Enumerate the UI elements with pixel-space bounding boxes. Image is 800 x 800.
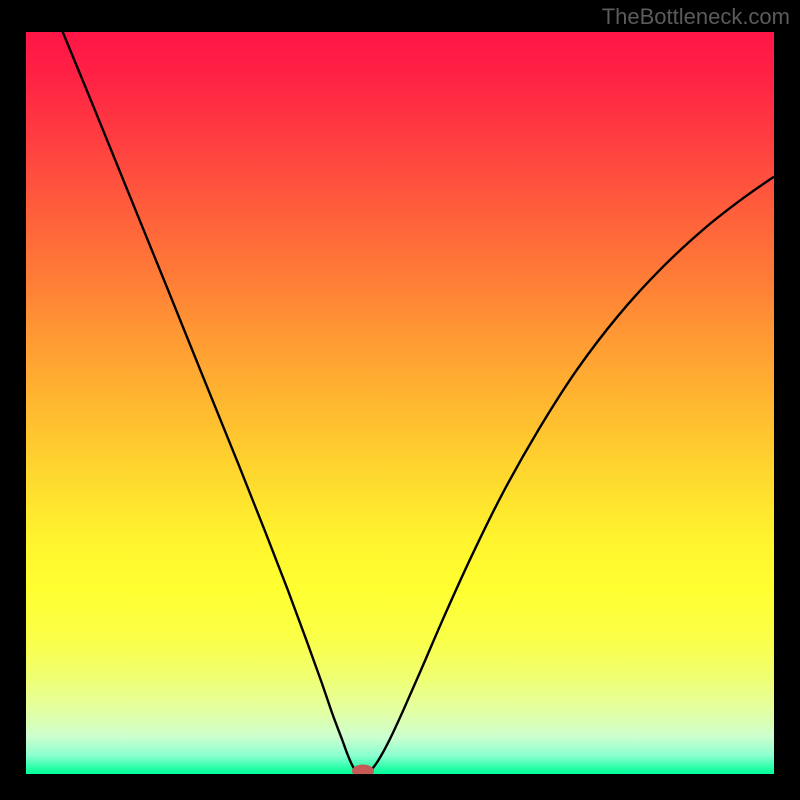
chart-frame: TheBottleneck.com [0,0,800,800]
plot-area [26,32,774,774]
watermark-text: TheBottleneck.com [602,4,790,30]
minimum-marker [352,765,374,774]
bottleneck-curve [26,32,774,774]
